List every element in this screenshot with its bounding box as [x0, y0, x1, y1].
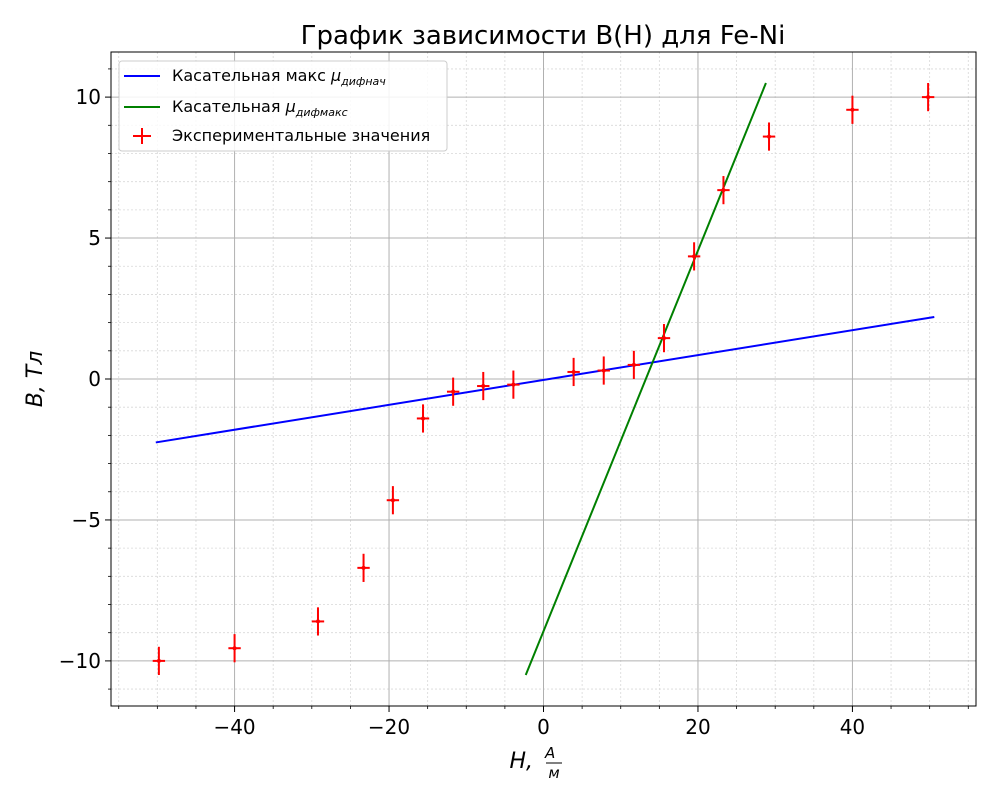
- data-point: [921, 83, 935, 112]
- y-axis-label: B, Тл: [23, 351, 48, 408]
- data-point: [228, 634, 241, 663]
- data-point: [386, 486, 400, 515]
- tangent-line-2: [524, 82, 767, 676]
- data-point: [717, 176, 730, 205]
- data-marker: [451, 389, 456, 394]
- y-tick-label: 0: [88, 367, 101, 391]
- legend-item: Экспериментальные значения: [133, 126, 430, 145]
- legend-item: Касательная μдифмакс: [124, 97, 348, 119]
- data-marker: [926, 95, 931, 100]
- chart-title: График зависимости B(H) для Fe-Ni: [301, 21, 786, 51]
- x-axis-label: H, A м: [509, 744, 562, 782]
- data-marker: [721, 188, 726, 193]
- data-marker: [156, 658, 161, 663]
- legend-label: Экспериментальные значения: [172, 126, 430, 145]
- data-marker: [315, 619, 320, 624]
- data-marker: [850, 107, 855, 112]
- data-marker: [661, 336, 666, 341]
- legend-label: Касательная макс μдифнач: [172, 66, 386, 88]
- data-marker: [232, 646, 237, 651]
- svg-text:м: м: [548, 764, 559, 782]
- data-marker: [692, 254, 697, 259]
- x-tick-label: 0: [537, 715, 550, 739]
- y-tick-label: −5: [72, 508, 101, 532]
- y-tick-label: −10: [59, 649, 101, 673]
- data-point: [446, 377, 460, 406]
- data-point: [357, 553, 370, 582]
- axis-ticks: −40 −20 0 20 40 −10 −5 0 5 10: [59, 68, 969, 739]
- data-marker: [481, 384, 486, 389]
- data-point: [507, 370, 520, 399]
- data-marker: [631, 362, 636, 367]
- data-point: [627, 350, 641, 379]
- data-marker: [571, 369, 576, 374]
- tangent-line-1: [155, 315, 935, 444]
- data-marker: [421, 416, 426, 421]
- data-point: [477, 371, 490, 401]
- data-point: [687, 242, 701, 271]
- data-marker: [361, 565, 366, 570]
- y-tick-label: 10: [76, 85, 101, 109]
- legend-label: Касательная μдифмакс: [172, 97, 348, 119]
- x-tick-label: −40: [213, 715, 255, 739]
- data-marker: [601, 368, 606, 373]
- x-tick-label: 20: [685, 715, 710, 739]
- data-point: [152, 646, 166, 675]
- svg-text:A: A: [544, 744, 555, 762]
- legend: Касательная макс μдифнач Касательная μдиф…: [118, 60, 448, 152]
- x-tick-label: −20: [368, 715, 410, 739]
- data-point: [846, 95, 859, 124]
- data-marker: [511, 382, 516, 387]
- data-marker: [390, 498, 395, 503]
- legend-box: [118, 60, 448, 152]
- y-tick-label: 5: [88, 226, 101, 250]
- series-layer: [152, 82, 935, 676]
- data-point: [416, 404, 430, 433]
- legend-item: Касательная макс μдифнач: [124, 66, 386, 88]
- data-marker: [767, 134, 772, 139]
- data-point: [597, 356, 610, 385]
- data-point: [567, 357, 580, 387]
- x-tick-label: 40: [840, 715, 865, 739]
- svg-text:H,: H,: [509, 749, 533, 774]
- data-point: [762, 122, 776, 151]
- data-point: [657, 324, 671, 353]
- data-point: [311, 607, 325, 636]
